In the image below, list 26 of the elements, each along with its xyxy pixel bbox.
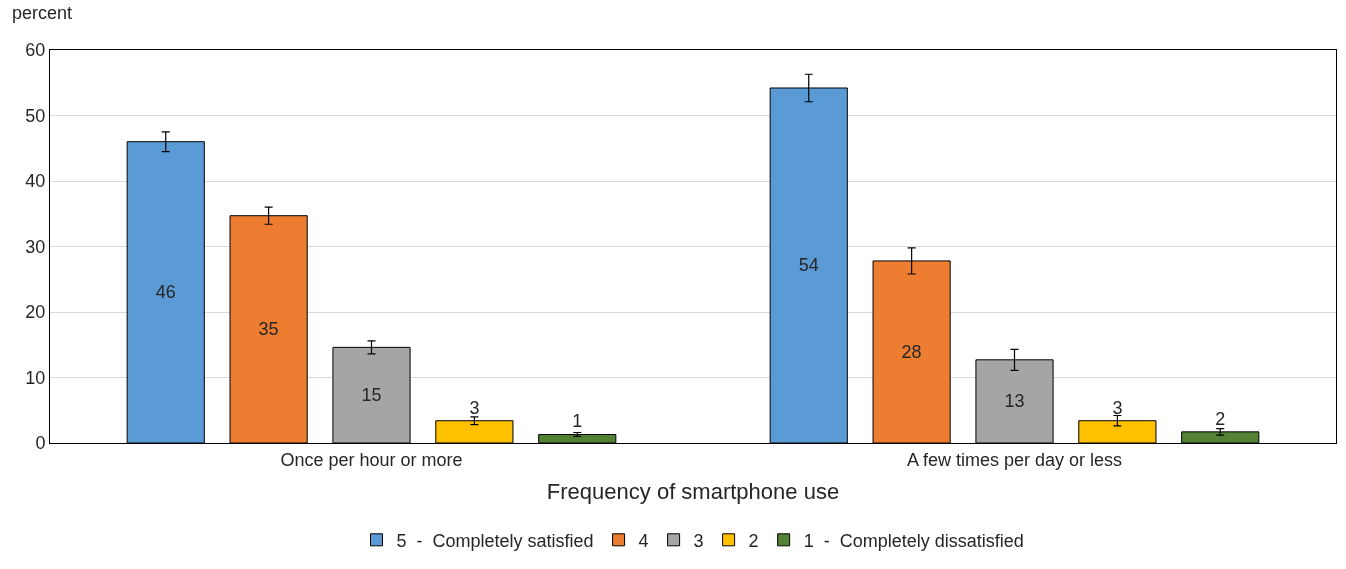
y-tick-label: 40 — [25, 171, 46, 192]
data-label: 13 — [1004, 391, 1025, 412]
legend-label: 4 — [638, 530, 649, 551]
y-tick-label: 60 — [25, 40, 46, 61]
legend-label: 2 — [748, 530, 759, 551]
y-tick-label: 20 — [25, 302, 46, 323]
data-label: 46 — [155, 282, 176, 303]
y-tick-label: 10 — [25, 367, 46, 388]
legend-label: 5 - Completely satisfied — [396, 530, 594, 551]
data-label: 28 — [901, 341, 922, 362]
x-tick-label: Once per hour or more — [280, 449, 463, 470]
y-axis-title: percent — [12, 3, 73, 23]
legend-label: 3 — [693, 530, 704, 551]
x-axis-title: Frequency of smartphone use — [546, 479, 840, 505]
data-label: 54 — [798, 255, 819, 276]
y-tick-label: 30 — [25, 236, 46, 257]
x-tick-label: A few times per day or less — [906, 449, 1123, 470]
y-tick-label: 0 — [35, 433, 46, 454]
y-tick-label: 50 — [25, 105, 46, 126]
legend-label: 1 - Completely dissatisfied — [803, 530, 1024, 551]
data-label: 2 — [1215, 408, 1226, 429]
data-label: 35 — [258, 319, 279, 340]
data-label: 3 — [1112, 397, 1123, 418]
data-label: 15 — [361, 385, 382, 406]
data-label: 1 — [572, 411, 583, 432]
data-label: 3 — [469, 397, 480, 418]
